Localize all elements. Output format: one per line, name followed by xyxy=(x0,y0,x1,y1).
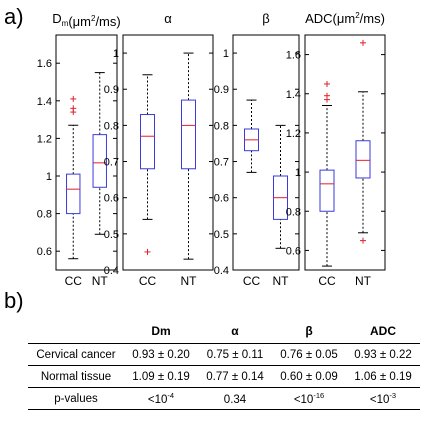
category-label: NT xyxy=(355,274,372,288)
chart-title: α xyxy=(164,11,172,26)
y-tick-label: 1 xyxy=(46,171,52,183)
table-cell: 1.09 ± 0.19 xyxy=(124,365,198,388)
category-label: CC xyxy=(243,274,261,288)
table-cell: <10-4 xyxy=(124,387,198,410)
outlier-marker xyxy=(324,80,330,87)
category-label: NT xyxy=(181,274,198,288)
panel-label-a: a) xyxy=(4,4,24,29)
y-tick-label: 1.4 xyxy=(37,96,52,108)
table-cell: 0.77 ± 0.14 xyxy=(198,365,272,388)
table-header-cell xyxy=(28,319,124,344)
y-tick-label: 0.8 xyxy=(104,120,119,132)
category-label: CC xyxy=(139,274,157,288)
outlier-marker xyxy=(144,248,151,255)
outlier-marker xyxy=(360,39,366,46)
p-value-base: 0.34 xyxy=(223,393,247,406)
y-tick-label: 0.6 xyxy=(286,245,301,257)
outlier-marker xyxy=(324,92,330,99)
y-tick-label: 1.2 xyxy=(37,133,52,145)
table-header-cell: Dm xyxy=(124,319,198,344)
p-value-base: <10 xyxy=(293,393,314,406)
row-label: p-values xyxy=(28,387,124,410)
box xyxy=(92,134,107,188)
results-table: Dm α β ADC Cervical cancer 0.93 ± 0.20 0… xyxy=(28,319,420,410)
y-tick-label: 1 xyxy=(223,48,229,60)
table-row: Cervical cancer 0.93 ± 0.20 0.75 ± 0.11 … xyxy=(28,343,420,366)
axes-frame xyxy=(232,34,300,271)
chart-panel-4: 0.6 0.8 1 1.2 1.4 1.6 ADC(μm2/ms) CC NT xyxy=(286,11,386,288)
chart-panel-1: 0.6 0.8 1 1.2 1.4 1.6 Dm(μm2/ms) CC NT xyxy=(37,11,121,288)
table-cell: <10-3 xyxy=(346,387,420,410)
category-label: CC xyxy=(65,274,83,288)
table-row: Normal tissue 1.09 ± 0.19 0.77 ± 0.14 0.… xyxy=(28,365,420,388)
box xyxy=(319,169,335,212)
box xyxy=(66,173,81,215)
table-cell: 1.06 ± 0.19 xyxy=(346,365,420,388)
y-tick-label: 1.6 xyxy=(286,50,301,62)
y-tick-label: 0.7 xyxy=(104,157,119,169)
y-tick-label: 1 xyxy=(295,167,301,179)
y-tick-label: 1.2 xyxy=(286,128,301,140)
p-value-base: <10 xyxy=(147,393,168,406)
table-row: p-values <10-4 0.34 <10-16 <10-3 xyxy=(28,387,420,410)
y-tick-label: 0.8 xyxy=(214,120,229,132)
y-tick-label: 0.5 xyxy=(104,229,119,241)
table-header-cell: α xyxy=(198,319,272,344)
y-tick-label: 0.4 xyxy=(104,265,119,277)
category-label: CC xyxy=(318,274,336,288)
chart-title: ADC(μm2/ms) xyxy=(305,11,385,26)
table-cell: 0.75 ± 0.11 xyxy=(198,343,272,366)
p-value-exponent: -4 xyxy=(167,391,175,401)
table-cell: 0.93 ± 0.20 xyxy=(124,343,198,366)
y-tick-label: 0.4 xyxy=(214,265,229,277)
chart-panel-2: 0.4 0.5 0.6 0.7 0.8 0.9 1 α CC NT xyxy=(104,11,214,288)
y-tick-label: 0.9 xyxy=(214,84,229,96)
chart-title: β xyxy=(262,11,269,26)
y-tick-label: 0.8 xyxy=(37,209,52,221)
box xyxy=(140,114,155,170)
p-value-exponent: -16 xyxy=(313,391,325,401)
p-value-exponent: -3 xyxy=(389,391,397,401)
table-header-cell: ADC xyxy=(346,319,420,344)
y-tick-label: 0.9 xyxy=(104,84,119,96)
axes-frame xyxy=(122,34,214,271)
y-tick-label: 0.7 xyxy=(214,157,229,169)
y-tick-label: 0.6 xyxy=(214,193,229,205)
table-cell: <10-16 xyxy=(272,387,346,410)
table-cell: 0.76 ± 0.05 xyxy=(272,343,346,366)
table-cell: 0.34 xyxy=(198,387,272,410)
box xyxy=(181,99,196,170)
category-label: NT xyxy=(273,274,290,288)
chart-title: Dm(μm2/ms) xyxy=(52,11,120,29)
y-tick-label: 0.5 xyxy=(214,229,229,241)
chart-panel-3: 0.4 0.5 0.6 0.7 0.8 0.9 1 β CC NT xyxy=(214,11,300,288)
box xyxy=(355,140,371,179)
outlier-marker xyxy=(70,105,77,112)
y-tick-label: 1.6 xyxy=(37,58,52,70)
table-header-row: Dm α β ADC xyxy=(28,319,420,344)
outlier-marker xyxy=(360,237,366,244)
p-value-base: <10 xyxy=(369,393,390,406)
y-tick-label: 1 xyxy=(113,48,119,60)
y-tick-label: 1.4 xyxy=(286,89,301,101)
axes-frame xyxy=(304,34,386,271)
table-header-cell: β xyxy=(272,319,346,344)
panel-label-b: b) xyxy=(4,288,24,313)
table-cell: 0.93 ± 0.22 xyxy=(346,343,420,366)
axes-frame xyxy=(55,34,118,271)
outlier-marker xyxy=(70,95,77,102)
y-tick-label: 0.6 xyxy=(37,246,52,258)
row-label: Normal tissue xyxy=(28,365,124,388)
table-cell: 0.60 ± 0.09 xyxy=(272,365,346,388)
category-label: NT xyxy=(92,274,109,288)
row-label: Cervical cancer xyxy=(28,343,124,366)
y-tick-label: 0.6 xyxy=(104,193,119,205)
y-tick-label: 0.8 xyxy=(286,206,301,218)
